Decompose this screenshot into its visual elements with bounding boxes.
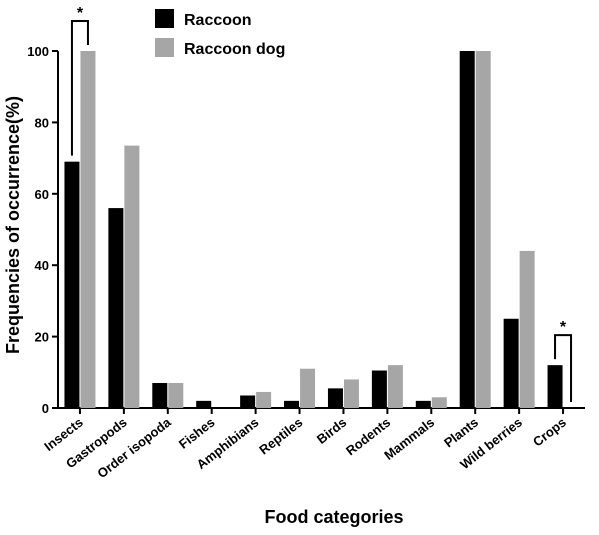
bar-raccoon-dog xyxy=(475,51,491,408)
bar-raccoon xyxy=(371,370,387,408)
bar-raccoon xyxy=(240,395,256,408)
bar-raccoon xyxy=(64,161,80,408)
significance-star: * xyxy=(560,319,567,336)
y-tick-label: 80 xyxy=(35,115,49,130)
x-axis-title: Food categories xyxy=(264,507,403,527)
bar-raccoon-dog xyxy=(80,51,96,408)
legend: Raccoon Raccoon dog xyxy=(155,9,285,58)
bar-raccoon xyxy=(459,51,475,408)
bar-raccoon xyxy=(327,388,343,408)
x-tick-label: Plants xyxy=(441,415,481,451)
bar-raccoon-dog xyxy=(124,145,140,409)
bar-raccoon-dog xyxy=(431,397,447,408)
legend-label-raccoon-dog: Raccoon dog xyxy=(184,41,285,58)
y-tick-label: 0 xyxy=(42,401,49,416)
x-tick-label: Birds xyxy=(314,415,349,447)
bar-raccoon xyxy=(547,365,563,408)
bar-raccoon-dog xyxy=(256,391,272,408)
y-tick-label: 60 xyxy=(35,187,49,202)
bar-raccoon-dog xyxy=(387,365,403,408)
legend-swatch-raccoon-dog xyxy=(155,38,174,57)
y-tick-label: 20 xyxy=(35,330,49,345)
legend-swatch-raccoon xyxy=(155,9,174,28)
bar-raccoon xyxy=(415,400,431,408)
y-axis-title: Frequencies of occurrence(%) xyxy=(3,96,23,354)
bar-raccoon xyxy=(108,208,124,408)
significance-bracket xyxy=(70,20,89,156)
x-tick-label: Order isopoda xyxy=(94,414,174,481)
bar-raccoon xyxy=(284,400,300,408)
bar-raccoon xyxy=(196,400,212,408)
significance-bracket xyxy=(554,334,573,402)
bar-raccoon xyxy=(503,318,519,408)
bar-raccoon-dog xyxy=(168,383,184,408)
x-tick-label: Crops xyxy=(530,415,569,450)
x-tick-label: Reptiles xyxy=(256,415,305,458)
legend-label-raccoon: Raccoon xyxy=(184,12,252,29)
y-tick-label: 40 xyxy=(35,258,49,273)
bar-raccoon-dog xyxy=(343,379,359,408)
significance-star: * xyxy=(77,5,84,22)
significance-annotations: ** xyxy=(70,5,573,402)
bar-raccoon-dog xyxy=(519,250,535,408)
bar-raccoon xyxy=(152,383,168,408)
y-tick-label: 100 xyxy=(27,44,49,59)
bar-raccoon-dog xyxy=(300,368,316,408)
bars xyxy=(64,51,563,409)
